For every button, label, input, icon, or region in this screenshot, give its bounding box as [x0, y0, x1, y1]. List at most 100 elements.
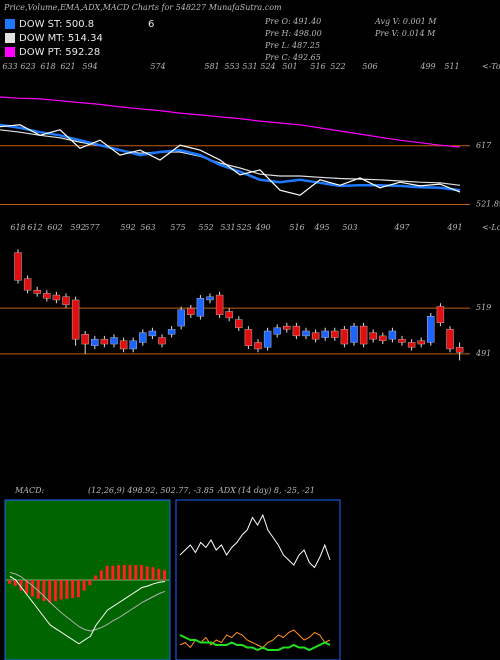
candle-body: [187, 307, 195, 315]
candle-body: [110, 337, 118, 345]
top-label: 506: [362, 62, 377, 71]
stat: Avg V: 0.001 M: [374, 17, 437, 26]
candle-body: [427, 316, 435, 343]
macd-bar: [163, 570, 166, 580]
legend-label: DOW MT: 514.34: [19, 33, 103, 44]
candle-body: [139, 332, 147, 343]
macd-bar: [82, 580, 86, 591]
candle-body: [254, 342, 262, 350]
top-label: 522: [330, 62, 345, 71]
candle-body: [43, 293, 51, 299]
bottom-label: 490: [254, 223, 270, 232]
candle-body: [33, 289, 41, 294]
stat: Pre O: 491.40: [264, 17, 321, 26]
candle-body: [129, 340, 137, 350]
top-label: 499: [419, 62, 435, 71]
candle-body: [167, 329, 176, 335]
top-label: 618: [40, 62, 55, 71]
candle-body: [379, 335, 387, 341]
candle-body: [81, 334, 89, 345]
series-line: [0, 129, 461, 186]
bottom-label: 592: [120, 223, 135, 232]
stat: Pre V: 0.014 M: [374, 29, 436, 38]
legend-swatch: [5, 47, 15, 57]
candle-body: [244, 329, 253, 346]
candle-body: [225, 311, 233, 319]
top-label: 511: [444, 62, 459, 71]
macd-bar: [65, 580, 69, 599]
macd-bar: [8, 580, 11, 584]
candle-body: [446, 329, 454, 350]
macd-bar: [13, 580, 17, 586]
macd-bar: [117, 565, 121, 580]
candle-body: [321, 330, 329, 338]
candle-body: [14, 252, 22, 281]
top-label: 501: [282, 62, 297, 71]
macd-bar: [99, 570, 103, 580]
candle-body: [331, 330, 339, 338]
top-label: 623: [20, 62, 35, 71]
top-label: 594: [82, 62, 97, 71]
level-label: 519: [476, 303, 491, 312]
candle-body: [263, 330, 272, 348]
bottom-label: 602: [47, 223, 62, 232]
candle-body: [283, 325, 291, 330]
bottom-label: 612: [27, 223, 42, 232]
candle-body: [273, 327, 281, 335]
macd-bar: [76, 580, 80, 598]
candle-body: [215, 294, 224, 315]
signal-line: [9, 572, 166, 632]
macd-bar: [157, 568, 161, 580]
macd-bar: [105, 565, 109, 580]
macd-bar: [94, 575, 98, 580]
candle-body: [455, 347, 464, 353]
candle-body: [100, 338, 109, 345]
candle-body: [62, 296, 70, 306]
candle-body: [52, 294, 61, 301]
minus-di-line: [179, 629, 331, 649]
candle-body: [350, 325, 358, 343]
stat: Pre L: 487.25: [264, 41, 320, 50]
top-label: 581: [204, 62, 219, 71]
macd-params: (12,26,9) 498.92, 502.77, -3.85: [88, 486, 214, 495]
macd-bar: [134, 565, 138, 580]
series-line: [0, 96, 461, 148]
candle-body: [119, 340, 128, 350]
macd-line: [9, 575, 166, 645]
macd-title: MACD:: [14, 486, 45, 495]
bottom-label: 563: [140, 223, 155, 232]
bottom-label: 592: [70, 223, 85, 232]
adx-line: [179, 634, 331, 652]
candle-body: [398, 338, 406, 343]
adx-panel: [175, 499, 341, 660]
candle-body: [340, 329, 349, 345]
macd-bar: [140, 565, 144, 580]
bottom-label: 491: [446, 223, 462, 232]
macd-bar: [30, 580, 34, 597]
adx-params: (14 day) 8, -25, -21: [238, 486, 315, 495]
top-label: 524: [260, 62, 275, 71]
bottom-label: 503: [342, 223, 357, 232]
macd-bar: [145, 566, 149, 580]
top-label: 574: [150, 62, 165, 71]
top-label: 553: [224, 62, 239, 71]
candle-body: [91, 338, 99, 346]
candle-body: [311, 332, 320, 340]
bottom-label: 525: [236, 223, 251, 232]
candle-body: [302, 330, 310, 337]
top-label: 531: [242, 62, 257, 71]
macd-bar: [53, 580, 57, 601]
candle-body: [71, 299, 80, 340]
top-label: 633: [2, 62, 17, 71]
macd-bar: [36, 580, 40, 599]
candle-body: [388, 330, 397, 340]
candle-body: [417, 340, 425, 345]
macd-bar: [19, 580, 23, 591]
tops-note: <-Tops: [482, 62, 500, 71]
bottoms-note: <-Lows: [482, 223, 500, 232]
legend-swatch: [5, 33, 15, 43]
level-label: 617: [476, 141, 492, 150]
top-label: 516: [310, 62, 325, 71]
bottom-label: 618: [10, 223, 25, 232]
candle-body: [369, 332, 377, 340]
